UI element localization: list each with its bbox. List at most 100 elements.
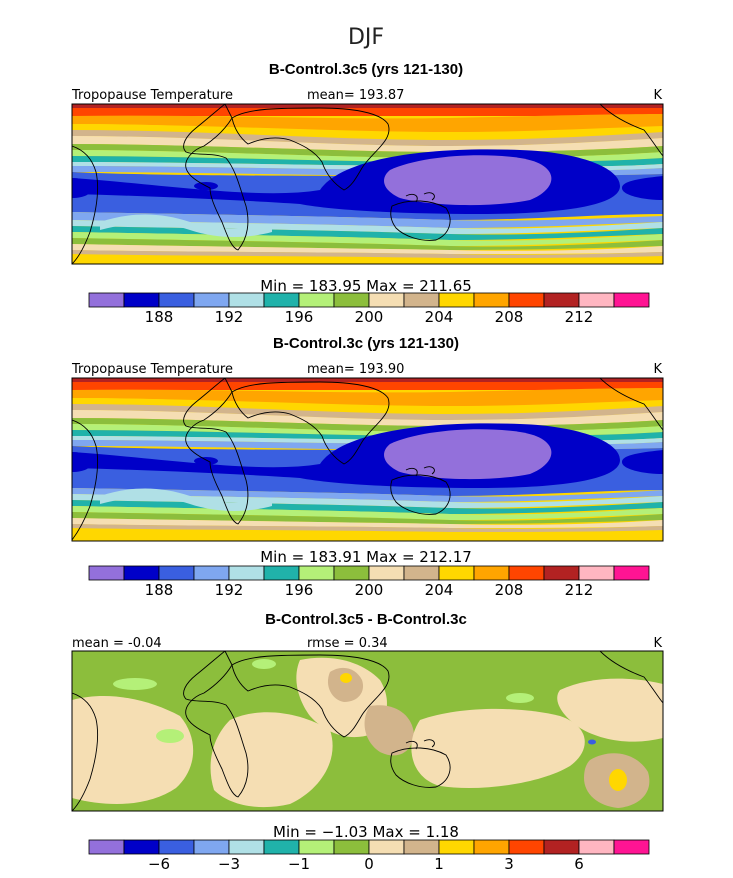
colorbar-swatch [613,839,650,855]
diff-blue-spot [588,739,596,745]
colorbar-swatch [368,839,405,855]
colorbar-tick-label: 188 [145,308,174,326]
panel-1-units-label: K [653,88,662,103]
colorbar-tick-label: 196 [285,581,314,599]
colorbar-swatch [123,565,160,581]
colorbar-swatch [193,565,230,581]
band-south-tan [72,524,663,532]
panel-1-coast-africa [183,104,249,251]
panel-1-coast-north-america [599,104,663,157]
colorbar-swatch [193,839,230,855]
colorbar-tick-label: −1 [288,855,310,873]
panel-3: B-Control.3c5 - B-Control.3c mean = -0.0… [71,611,664,873]
panel-1-colorbar: 188 192 196 200 204 208 212 [88,292,650,326]
panel-1-variable-label: Tropopause Temperature [71,88,233,103]
colorbar-swatch [543,839,580,855]
panel-3-map-field [72,651,663,811]
panel-1-minmax-label: Min = 183.95 Max = 211.65 [260,277,472,295]
colorbar-swatch [473,565,510,581]
panel-2-map-field [72,378,663,541]
colorbar-tick-label: 204 [425,581,454,599]
panel-3-coast-asia [231,654,390,738]
colorbar-swatch [438,292,475,308]
panel-1-coast-islands [405,192,435,203]
panel-1-atlantic-dip [100,214,272,237]
colorbar-swatch [508,839,545,855]
colorbar-swatch [473,292,510,308]
colorbar-tick-label: 212 [565,308,594,326]
panel-1-right-edge-pool [622,176,663,200]
colorbar-swatch [263,292,300,308]
panel-3-frame [71,650,664,812]
panel-1-map-field [72,104,663,264]
panel-3-title: B-Control.3c5 - B-Control.3c [265,611,467,628]
colorbar-tick-label: 1 [434,855,444,873]
colorbar-swatch [543,292,580,308]
band-south-sky [72,212,663,228]
panel-2-africa-cold-spot [194,457,218,465]
colorbar-tick-label: −3 [218,855,240,873]
colorbar-swatch [578,839,615,855]
panel-2-colorbar: 188 192 196 200 204 208 212 [88,565,650,599]
colorbar-swatch [438,565,475,581]
band-north-orange [72,388,663,406]
season-title: DJF [348,25,384,50]
diff-lightgreen-2 [156,729,184,743]
panel-2: B-Control.3c (yrs 121-130) Tropopause Te… [71,335,664,599]
panel-2-variable-label: Tropopause Temperature [71,362,233,377]
colorbar-swatch [613,292,650,308]
colorbar-tick-label: 6 [574,855,584,873]
band-south-powder [72,220,663,234]
panel-2-coast-north-america [599,378,663,431]
panel-2-minmax-label: Min = 183.91 Max = 212.17 [260,548,472,566]
panel-2-coast-asia [231,381,390,465]
colorbar-tick-label: 200 [355,581,384,599]
diff-yellow-asia [340,673,352,683]
panel-1-coastlines [72,104,663,264]
colorbar-tick-label: 0 [364,855,374,873]
colorbar-tick-label: 200 [355,308,384,326]
diff-tan-maritime [364,705,414,756]
diff-yellow-southeast [609,769,627,791]
colorbar-tick-label: −6 [148,855,170,873]
panel-2-left-edge-pool [72,452,92,472]
band-north-orange [72,114,663,132]
band-south-wheat [72,244,663,254]
band-south-wheat [72,518,663,528]
panel-2-right-edge-pool [622,450,663,474]
panel-2-mean-label: mean= 193.90 [307,362,404,377]
panel-1-title: B-Control.3c5 (yrs 121-130) [269,61,463,78]
band-south-tan [72,250,663,258]
colorbar-swatch [333,565,370,581]
colorbar-tick-label: 208 [495,581,524,599]
colorbar-swatch [88,292,125,308]
colorbar-swatch [88,839,125,855]
colorbar-swatch [403,565,440,581]
panel-1-frame [71,103,664,265]
panel-3-coastlines [72,651,663,811]
panel-1-left-edge-pool [72,178,92,198]
diff-positive-northeast [557,678,663,742]
band-south-green [72,238,663,250]
diff-lightgreen-3 [252,659,276,669]
band-north-darkred [72,378,663,382]
colorbar-swatch [298,292,335,308]
band-south-green [72,512,663,524]
colorbar-swatch [543,565,580,581]
panel-2-frame [71,377,664,542]
colorbar-tick-label: 212 [565,581,594,599]
panel-2-coast-south-america [72,419,99,541]
colorbar-swatch [158,292,195,308]
colorbar-swatch [228,839,265,855]
panel-3-coast-north-america [599,651,663,704]
colorbar-tick-label: 3 [504,855,514,873]
panel-1-mean-label: mean= 193.87 [307,88,404,103]
colorbar-swatch [333,292,370,308]
panel-3-rmse-label: rmse = 0.34 [307,636,388,651]
colorbar-swatch [298,839,335,855]
diff-lightgreen-1 [113,678,157,690]
colorbar-swatch [123,839,160,855]
panel-3-minmax-label: Min = −1.03 Max = 1.18 [273,823,459,841]
band-north-wheat [72,410,663,426]
